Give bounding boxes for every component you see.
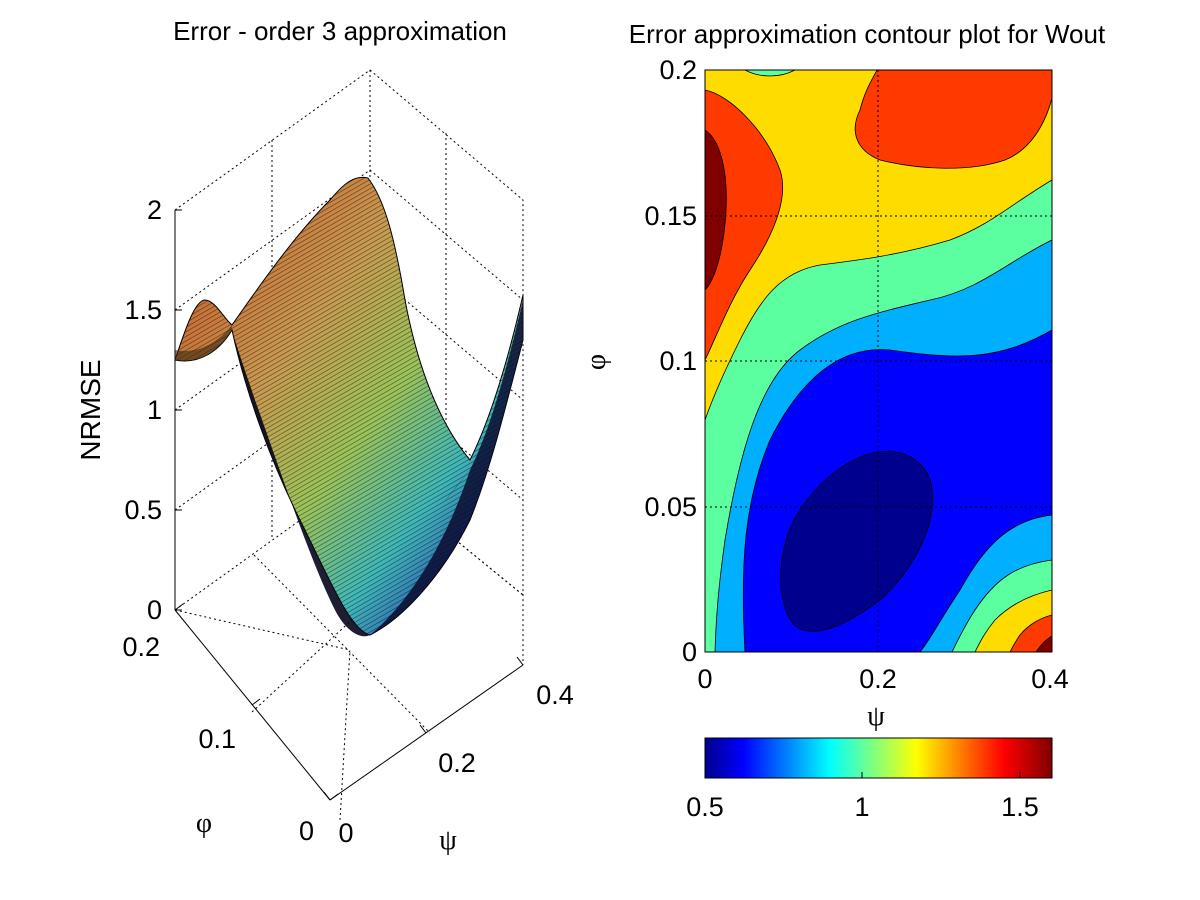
z-tick-label: 0 <box>147 595 162 625</box>
phi-axis-label: φ <box>196 808 212 839</box>
contour-region-level-7 <box>705 129 727 291</box>
colorbar-gradient <box>704 737 1053 779</box>
contour-y-ticks: 0.2 0.15 0.1 0.05 0 <box>644 55 697 667</box>
surface-plot: Error - order 3 approximation <box>75 16 574 856</box>
x-tick-label: 0.4 <box>1031 664 1069 694</box>
psi-tick-label: 0 <box>338 818 353 848</box>
surface-plot-title: Error - order 3 approximation <box>173 16 507 46</box>
y-tick-label: 0.15 <box>644 201 697 231</box>
y-tick-label: 0.2 <box>659 55 697 85</box>
surface-axes <box>174 209 524 801</box>
contour-region-level-1 <box>780 451 934 632</box>
surface-phi-ticks: 0.2 0.1 0 <box>122 632 314 846</box>
contour-region-level-6b <box>705 89 784 361</box>
surface-psi-ticks: 0 0.2 0.4 <box>338 680 573 848</box>
y-tick-label: 0 <box>682 637 697 667</box>
contour-region-level-6a <box>854 70 1052 169</box>
psi-axis-label: ψ <box>439 825 457 856</box>
surface-mesh <box>174 176 524 637</box>
colorbar-tick-label: 1.5 <box>1001 792 1039 822</box>
contour-plot: Error approximation contour plot for Wou… <box>581 19 1106 732</box>
contour-region-level-6c <box>1009 614 1052 652</box>
colorbar-tick-label: 0.5 <box>686 792 724 822</box>
contour-grid <box>705 70 1052 652</box>
phi-tick-label: 0 <box>299 816 314 846</box>
y-tick-label: 0.05 <box>644 492 697 522</box>
colorbar: 0.5 1 1.5 <box>686 737 1053 822</box>
phi-axis-label: φ <box>581 354 612 370</box>
z-axis-label: NRMSE <box>75 359 106 460</box>
z-tick-label: 0.5 <box>124 495 162 525</box>
colorbar-tick-label: 1 <box>854 792 869 822</box>
surface-z-ticks: 0 0.5 1 1.5 2 <box>124 195 162 625</box>
psi-tick-label: 0.4 <box>536 680 574 710</box>
z-tick-label: 1 <box>147 395 162 425</box>
z-tick-label: 2 <box>147 195 162 225</box>
x-tick-label: 0.2 <box>859 664 897 694</box>
x-tick-label: 0 <box>697 664 712 694</box>
y-tick-label: 0.1 <box>659 346 697 376</box>
contour-plot-title: Error approximation contour plot for Wou… <box>629 19 1106 49</box>
psi-tick-label: 0.2 <box>438 748 476 778</box>
psi-axis-label: ψ <box>867 701 885 732</box>
phi-tick-label: 0.2 <box>122 632 160 662</box>
z-tick-label: 1.5 <box>124 295 162 325</box>
phi-tick-label: 0.1 <box>198 724 236 754</box>
contour-x-ticks: 0 0.2 0.4 <box>697 664 1068 694</box>
contour-region-level-7b <box>1035 635 1052 652</box>
contour-axes-box <box>704 69 1053 653</box>
